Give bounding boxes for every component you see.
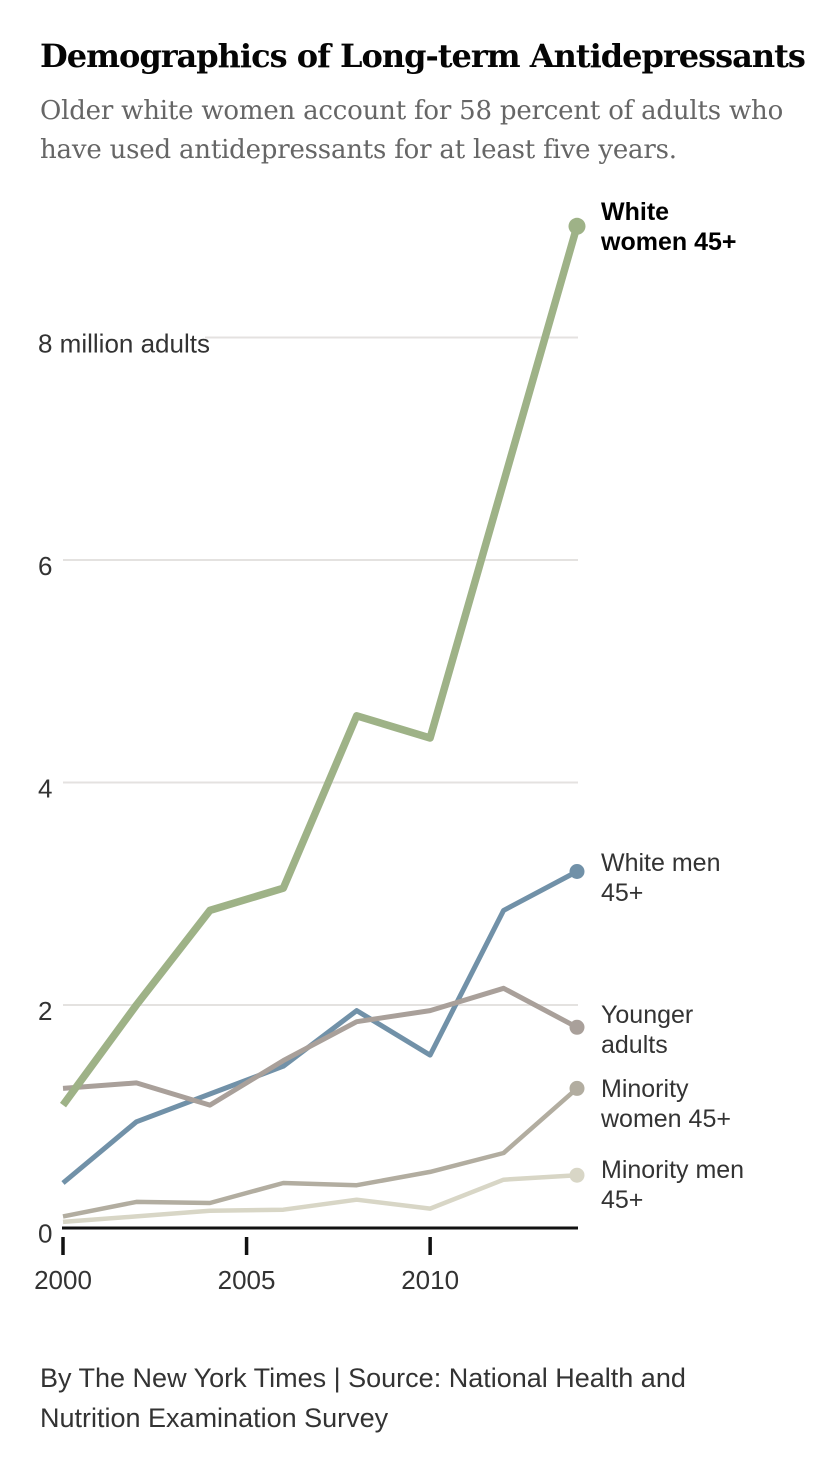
series-label-line: Minority [601, 1075, 689, 1103]
y-tick-label: 0 [38, 1219, 52, 1249]
series-label-line: 45+ [601, 1186, 644, 1214]
series-line-minority-men-45 [62, 1172, 578, 1225]
chart-subtitle: Older white women account for 58 percent… [40, 96, 784, 165]
series-label-line: White men [601, 849, 721, 877]
series-end-dot-white-women-45 [568, 217, 586, 235]
series-label-line: women 45+ [601, 1105, 731, 1133]
series-end-dot-minority-women-45 [569, 1080, 585, 1096]
page-title: Demographics of Long-term Antidepressant… [40, 37, 806, 75]
series-label-younger-adults: Younger adults [601, 1000, 821, 1060]
series-end-dot-younger-adults [569, 1019, 585, 1035]
x-tick-label: 2000 [34, 1265, 92, 1295]
y-tick-label: 2 [38, 996, 52, 1026]
y-tick-label: 6 [38, 551, 52, 581]
series-label-line: 45+ [601, 879, 644, 907]
series-line-minority-women-45 [62, 1086, 579, 1219]
series-end-dot-white-men-45 [569, 864, 585, 879]
series-label-line: Younger [601, 1001, 694, 1029]
series-line-younger-adults [62, 985, 579, 1108]
series-label-minority-men: Minority men 45+ [601, 1155, 821, 1215]
series-label-line: White [601, 198, 670, 226]
series-label-line: Minority men [601, 1156, 745, 1184]
x-tick-label: 2005 [218, 1265, 276, 1295]
series-line-white-women-45 [59, 225, 581, 1108]
series-label-white-women: White women 45+ [601, 197, 821, 257]
series-label-minority-women: Minority women 45+ [601, 1074, 821, 1134]
x-tick-label: 2010 [401, 1265, 459, 1295]
footer-credit: By The New York Times | Source: National… [40, 1363, 686, 1433]
series-label-line: adults [601, 1031, 668, 1059]
series-line-white-men-45 [61, 869, 579, 1185]
y-tick-label: 8 million adults [38, 329, 210, 359]
y-tick-label: 4 [38, 774, 52, 804]
series-end-dot-minority-men-45 [569, 1167, 585, 1183]
series-label-white-men: White men 45+ [601, 848, 821, 908]
series-label-line: women 45+ [601, 228, 737, 256]
